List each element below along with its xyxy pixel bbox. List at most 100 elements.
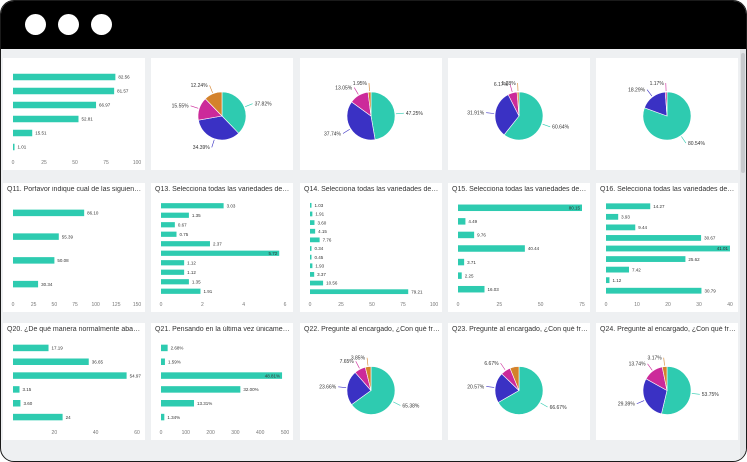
pie-leader-line [355,361,360,369]
chart-panel: 82.56 81.57 66.97 52.81 15.51 1.01 0 25 50 75 100 [3,58,145,170]
bar-value-label: 82.56 [118,75,130,80]
scrollbar-track[interactable] [740,49,746,461]
bar-value-label: 1.01 [18,145,27,150]
pie-slice [346,372,372,405]
bar-value-label: 14.27 [653,204,665,209]
pie-chart: 80.54% 18.29% 1.17% [628,81,706,147]
pie-chart: 66.67% 20.57% 6.67% [467,361,568,415]
window-control-dot[interactable] [91,14,112,35]
x-tick-label: 40 [727,302,733,308]
pie-slice [370,91,396,140]
pie-leader-line [647,363,653,371]
pie-slice [642,378,668,415]
bar-value-label: 66.97 [99,103,111,108]
bar-value-label: 3.60 [317,220,326,225]
bar-value-label: 1.93 [315,263,324,268]
pie-chart: 53.75% 29.39% 13.74%3.17% [618,355,720,415]
bar-value-label: 1.91 [315,212,324,217]
x-tick-label: 6 [284,302,287,308]
pie-slice-label: 23.66% [319,385,337,391]
bar [13,115,79,123]
x-tick-label: 75 [72,302,78,308]
scrollbar-thumb[interactable] [741,53,745,173]
pie-slice-label: 37.74% [324,131,342,137]
bar [161,386,241,393]
pie-slice-label: 12.24% [191,83,209,89]
bar [310,263,313,269]
bar-value-label: 13.31% [197,401,212,406]
bar-value-label: 86.10 [87,211,99,216]
pie-leader-line [245,103,253,107]
bar [13,413,63,421]
bar [13,209,85,217]
bar-value-label: 25.62 [688,257,700,262]
chart-panel: Q15. Selecciona todas las variedades de … [448,183,590,312]
window-control-dot[interactable] [25,14,46,35]
bar-value-label: 17.19 [52,346,64,351]
bar-value-label: 30.67 [704,236,716,241]
x-tick-label: 0 [160,302,163,308]
pie-slice [664,91,668,117]
pie-slice-label: 31.91% [467,110,485,116]
bar [458,285,485,293]
chart-panel: Q24. Pregunte al encargado, ¿Con qué fre… [596,323,738,440]
pie-leader-line [542,123,551,128]
bar-value-label: 41.01 [717,246,729,251]
pie-slice-label: 3.17% [648,355,663,361]
bar-value-label: 30.34 [41,282,53,287]
x-tick-label: 125 [112,302,121,308]
bar [161,413,165,421]
bar [606,235,702,241]
bar-value-label: 1.91 [203,289,212,294]
pie-slice [642,91,692,141]
pie-slice-label: 1.17% [650,81,665,87]
bar [606,287,702,294]
pie-slice-label: 65.38% [402,403,420,409]
bar-value-label: 9.44 [638,225,647,230]
pie-leader-line [393,401,401,406]
pie-leader-line [636,400,645,405]
x-tick-label: 4 [242,302,245,308]
pie-slice-label: 13.05% [335,85,353,91]
pie-leader-line [211,139,215,148]
chart-panel: 47.25% 37.74% 13.05% 1.95% [300,58,442,170]
pie-chart: 37.82% 34.39% 15.55% 12.24% [172,83,272,151]
bar [161,358,165,365]
bar-value-label: 9.76 [477,233,486,238]
pie-slice-label: 60.64% [552,125,570,131]
chart-panel: Q14. Selecciona todas las variedades de … [300,183,442,312]
bar [13,280,39,288]
pie-leader-line [646,89,653,97]
pie-slice-label: 18.29% [628,87,646,93]
pie-slice-label: 53.75% [702,392,720,398]
x-tick-label: 40 [93,430,99,436]
bar-chart: 86.10 55.39 50.08 30.34 0 25 50 75 100 125 150 [12,209,142,308]
bar [13,358,89,365]
x-tick-label: 100 [182,430,191,436]
x-tick-label: 500 [281,430,290,436]
pie-slice [661,366,668,391]
x-tick-label: 25 [31,302,37,308]
bar [13,129,33,137]
x-tick-label: 100 [430,302,439,308]
x-tick-label: 20 [52,430,58,436]
x-tick-label: 300 [231,430,240,436]
x-tick-label: 150 [133,302,142,308]
pie-slice-label: 80.54% [688,141,706,147]
pie-chart: 60.64% 31.91% 6.17%1.28% [467,81,570,141]
bar [606,277,610,284]
pie-slice [364,366,372,391]
pie-slice-label: 66.67% [550,405,568,411]
pie-chart: 47.25% 37.74% 13.05%1.95% [324,81,423,141]
x-tick-label: 400 [256,430,265,436]
pie-leader-line [342,128,350,134]
bar [458,218,466,225]
chart-panel: 60.64% 31.91% 6.17% 1.28% [448,58,590,170]
window-control-dot[interactable] [58,14,79,35]
bar [13,344,49,352]
bar [161,288,201,294]
bar [458,231,475,239]
pie-slice-label: 6.67% [484,361,499,367]
bar-chart: 17.19 36.65 54.97 3.15 3.60 24 20 40 60 [13,344,141,436]
